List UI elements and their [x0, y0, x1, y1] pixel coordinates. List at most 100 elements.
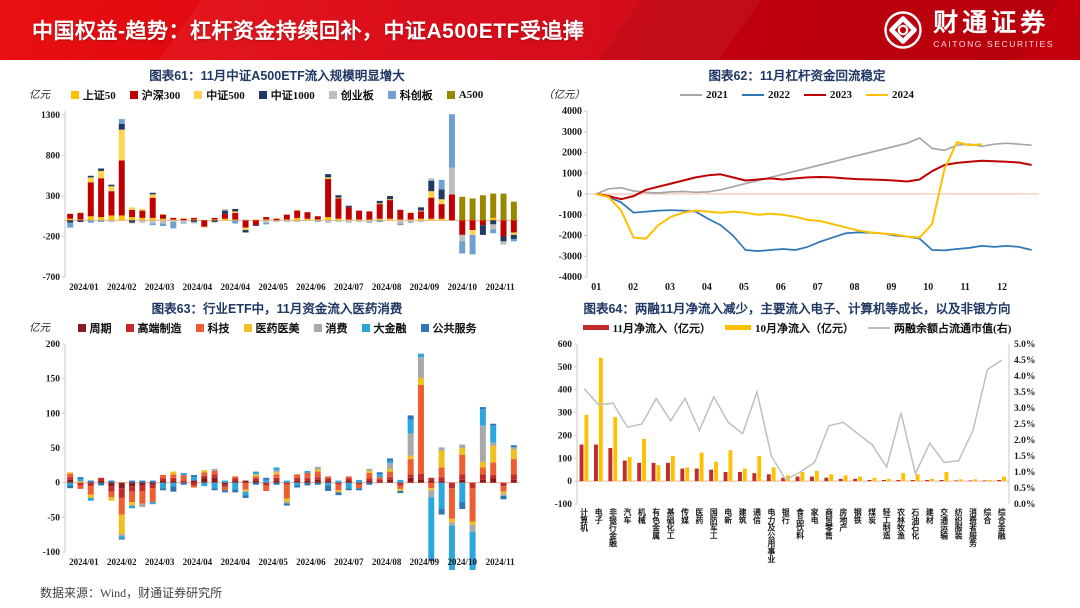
chart-62-unit-label: （亿元）	[543, 90, 585, 101]
svg-text:2024/01: 2024/01	[69, 557, 99, 567]
svg-text:2024/09: 2024/09	[410, 557, 440, 567]
x-label: 有色金属	[651, 507, 660, 540]
svg-text:-100: -100	[43, 548, 61, 558]
legend-item-医药医美: 医药医美	[243, 320, 300, 336]
svg-text:1.5%: 1.5%	[1014, 452, 1035, 462]
legend-item-2022: 2022	[742, 89, 790, 101]
legend-label: 2021	[706, 88, 728, 101]
legend-swatch	[868, 326, 891, 329]
svg-text:4.0%: 4.0%	[1014, 372, 1035, 382]
svg-text:2024/02: 2024/02	[107, 282, 137, 292]
legend-label: 10月净流入（亿元）	[755, 322, 855, 335]
legend-swatch	[420, 323, 429, 332]
svg-text:09: 09	[886, 282, 896, 293]
svg-text:-2000: -2000	[559, 231, 582, 242]
legend-item-创业板: 创业板	[328, 87, 374, 103]
x-label: 基础化工	[666, 507, 675, 540]
legend-label: 科技	[207, 322, 230, 335]
legend-swatch	[361, 323, 370, 332]
chart-64-legend: 11月净流入（亿元） 10月净流入（亿元） 两融余额占流通市值(右)	[541, 319, 1053, 336]
x-label: 交通运输	[940, 507, 948, 540]
legend-swatch	[582, 325, 609, 330]
x-label: 消费者服务	[968, 507, 977, 548]
svg-text:08: 08	[850, 282, 860, 293]
svg-text:2024/03: 2024/03	[145, 557, 175, 567]
chart-panel-61: 图表61：11月中证A500ETF流入规模明显增大 亿元 上证50 沪深300 中证…	[27, 68, 527, 295]
chart-62-legend: （亿元） 2021 2022 2023 2024	[541, 86, 1053, 103]
chart-62-canvas: 4000 3000 2000 1000 0 -1000 -2000 -3000 -4000 01 0…	[559, 106, 1039, 293]
svg-text:3000: 3000	[562, 127, 582, 138]
legend-label: A500	[458, 88, 484, 101]
line-2022	[595, 193, 1032, 252]
line-两融余额占流通市值(右)	[583, 359, 1003, 482]
legend-swatch	[742, 93, 764, 96]
svg-text:2024/04: 2024/04	[220, 557, 250, 567]
svg-text:03: 03	[665, 282, 675, 293]
svg-text:0.0%: 0.0%	[1014, 500, 1035, 510]
chart-61-unit-label: 亿元	[29, 90, 50, 101]
legend-swatch	[194, 90, 203, 99]
logo-text: 财通证券 CAITONG SECURITIES	[933, 9, 1054, 50]
legend-label: 沪深300	[141, 89, 181, 102]
svg-text:2024/10: 2024/10	[447, 557, 477, 567]
legend-label: 消费	[325, 322, 348, 335]
footer: 数据来源：Wind，财通证券研究所	[0, 578, 1080, 601]
legend-item-高端制造: 高端制造	[125, 320, 182, 336]
legend-item-2021: 2021	[680, 89, 728, 101]
svg-text:100: 100	[558, 454, 573, 464]
legend-label: 11月净流入（亿元）	[612, 322, 712, 335]
svg-text:02: 02	[628, 282, 638, 293]
legend-swatch	[680, 93, 702, 96]
chart-panel-62: 图表62：11月杠杆资金回流稳定 （亿元） 2021 2022 2023 2024 4…	[541, 68, 1053, 295]
svg-text:10: 10	[923, 282, 933, 293]
data-source-note: 数据来源：Wind，财通证券研究所	[40, 586, 223, 600]
svg-text:400: 400	[558, 386, 573, 396]
caitong-logo-icon	[884, 11, 922, 49]
logo-en-text: CAITONG SECURITIES	[933, 39, 1054, 49]
svg-text:4.5%: 4.5%	[1014, 356, 1035, 366]
x-label: 煤炭	[868, 507, 876, 525]
line-2024	[595, 141, 982, 240]
svg-text:2024/11: 2024/11	[486, 557, 516, 567]
x-label: 建材	[925, 507, 934, 525]
x-label: 综合金融	[997, 507, 1006, 540]
legend-label: 两融余额占流通市值(右)	[894, 322, 1012, 335]
legend-label: 科创板	[399, 89, 433, 102]
legend-label: 上证50	[82, 89, 116, 102]
legend-swatch	[243, 323, 252, 332]
svg-text:2024/07: 2024/07	[334, 282, 364, 292]
x-label: 综合	[983, 507, 992, 525]
x-label: 传媒	[680, 507, 689, 525]
svg-text:3.5%: 3.5%	[1014, 388, 1035, 398]
header-banner: 中国权益-趋势：杠杆资金持续回补，中证A500ETF受追捧 财通证券 CAITO…	[0, 0, 1080, 60]
legend-label: 中证1000	[270, 89, 315, 102]
legend-label: 大金融	[373, 322, 407, 335]
legend-item-中证500: 中证500	[194, 87, 245, 103]
svg-text:150: 150	[46, 375, 61, 385]
svg-text:500: 500	[558, 363, 573, 373]
svg-text:2024/06: 2024/06	[296, 282, 326, 292]
chart-63-canvas: 200 150 100 50 0 -50 -100 2024/01 2024/02 2024/03…	[43, 340, 519, 570]
legend-item-科技: 科技	[195, 320, 230, 336]
page-title: 中国权益-趋势：杠杆资金持续回补，中证A500ETF受追捧	[32, 20, 585, 43]
legend-swatch	[446, 90, 455, 99]
chart-panel-64: 图表64：两融11月净流入减少，主要流入电子、计算机等成长，以及非银方向 11月…	[541, 301, 1053, 578]
legend-item-两融余额占流通市值(右): 两融余额占流通市值(右)	[868, 320, 1011, 336]
svg-text:2024/09: 2024/09	[410, 282, 440, 292]
legend-swatch	[387, 90, 396, 99]
x-label: 通信	[753, 507, 761, 525]
legend-label: 2022	[768, 88, 790, 101]
legend-item-大金融: 大金融	[361, 320, 407, 336]
chart-64-canvas: 600 500 400 300 200 100 0 -100 5.0% 4.5% 4.0% 3.5% 3…	[555, 340, 1036, 564]
svg-text:1300: 1300	[41, 111, 60, 121]
legend-item-2023: 2023	[804, 89, 852, 101]
svg-text:2024/08: 2024/08	[372, 557, 402, 567]
svg-text:2024/10: 2024/10	[447, 282, 477, 292]
chart-panel-63: 图表63：行业ETF中，11月资金流入医药消费 亿元 周期 高端制造 科技 医药医美 消…	[27, 301, 527, 578]
logo-cn-text: 财通证券	[933, 9, 1050, 37]
svg-text:2000: 2000	[562, 148, 582, 159]
svg-text:05: 05	[739, 282, 749, 293]
chart-63-unit-label: 亿元	[29, 323, 50, 334]
svg-text:2.0%: 2.0%	[1014, 436, 1035, 446]
svg-text:-100: -100	[555, 500, 573, 510]
